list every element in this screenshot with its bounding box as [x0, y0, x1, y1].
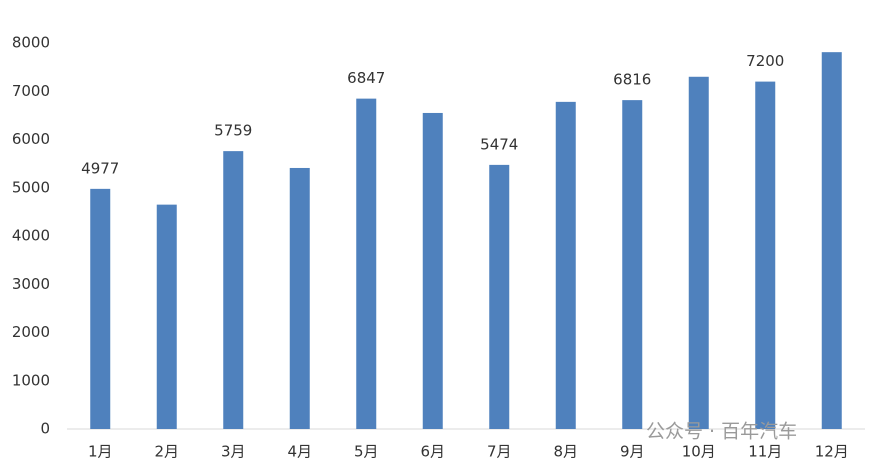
x-tick-label: 6月: [420, 443, 445, 461]
x-tick-label: 11月: [748, 443, 782, 461]
bar: [622, 100, 643, 430]
bar: [156, 204, 177, 429]
watermark: 公众号 · 百年汽车: [646, 421, 797, 443]
y-tick-label: 6000: [12, 130, 50, 148]
bar: [821, 52, 842, 429]
x-tick-label: 7月: [487, 443, 512, 461]
x-tick-label: 1月: [88, 443, 113, 461]
bar: [755, 81, 776, 429]
data-label: 6847: [347, 69, 385, 87]
y-tick-label: 1000: [12, 371, 50, 389]
bar: [90, 188, 111, 429]
data-label: 5474: [480, 135, 518, 153]
x-tick-label: 12月: [815, 443, 849, 461]
y-tick-label: 5000: [12, 178, 50, 196]
x-tick-label: 3月: [221, 443, 246, 461]
bar: [489, 164, 510, 429]
x-tick-label: 4月: [287, 443, 312, 461]
x-tick-label: 5月: [354, 443, 379, 461]
y-tick-label: 8000: [12, 34, 50, 52]
data-label: 4977: [81, 159, 119, 177]
data-label: 7200: [746, 52, 784, 70]
x-tick-label: 8月: [553, 443, 578, 461]
bar: [289, 167, 310, 429]
y-tick-label: 0: [40, 420, 50, 438]
y-tick-label: 4000: [12, 227, 50, 245]
x-tick-label: 9月: [620, 443, 645, 461]
x-tick-label: 10月: [682, 443, 716, 461]
data-label: 6816: [613, 71, 651, 89]
y-tick-label: 2000: [12, 323, 50, 341]
bar: [688, 76, 709, 430]
y-tick-label: 3000: [12, 275, 50, 293]
bar: [422, 112, 443, 430]
bar: [223, 151, 244, 430]
x-tick-label: 2月: [154, 443, 179, 461]
y-tick-label: 7000: [12, 82, 50, 100]
data-label: 5759: [214, 122, 252, 140]
bar: [555, 101, 576, 430]
bar: [356, 98, 377, 429]
